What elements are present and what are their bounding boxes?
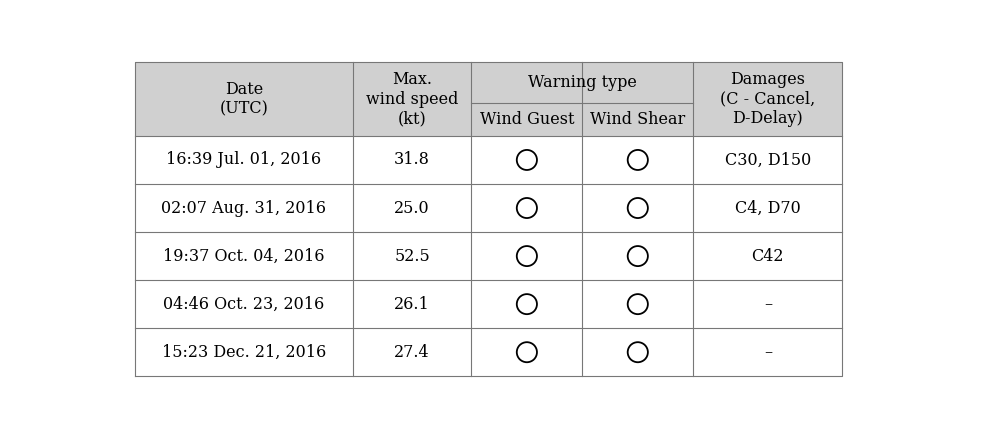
Text: –: – (763, 344, 771, 361)
Text: Wind Shear: Wind Shear (590, 111, 684, 128)
Bar (135, 62, 842, 136)
Text: 26.1: 26.1 (393, 296, 430, 312)
Text: Warning type: Warning type (528, 74, 636, 91)
Text: Wind Guest: Wind Guest (479, 111, 574, 128)
Text: Max.
wind speed
(kt): Max. wind speed (kt) (366, 71, 458, 127)
Text: C30, D150: C30, D150 (724, 151, 810, 168)
Text: 02:07 Aug. 31, 2016: 02:07 Aug. 31, 2016 (161, 200, 326, 217)
Text: 15:23 Dec. 21, 2016: 15:23 Dec. 21, 2016 (162, 344, 325, 361)
Text: Damages
(C - Cancel,
D-Delay): Damages (C - Cancel, D-Delay) (720, 71, 814, 127)
Text: C4, D70: C4, D70 (735, 200, 800, 217)
Text: 19:37 Oct. 04, 2016: 19:37 Oct. 04, 2016 (163, 247, 324, 265)
Text: 04:46 Oct. 23, 2016: 04:46 Oct. 23, 2016 (163, 296, 324, 312)
Text: 16:39 Jul. 01, 2016: 16:39 Jul. 01, 2016 (166, 151, 321, 168)
Text: C42: C42 (750, 247, 783, 265)
Text: –: – (763, 296, 771, 312)
Text: 27.4: 27.4 (394, 344, 430, 361)
Text: 31.8: 31.8 (393, 151, 430, 168)
Text: 52.5: 52.5 (393, 247, 430, 265)
Text: 25.0: 25.0 (394, 200, 430, 217)
Text: Date
(UTC): Date (UTC) (219, 81, 268, 117)
